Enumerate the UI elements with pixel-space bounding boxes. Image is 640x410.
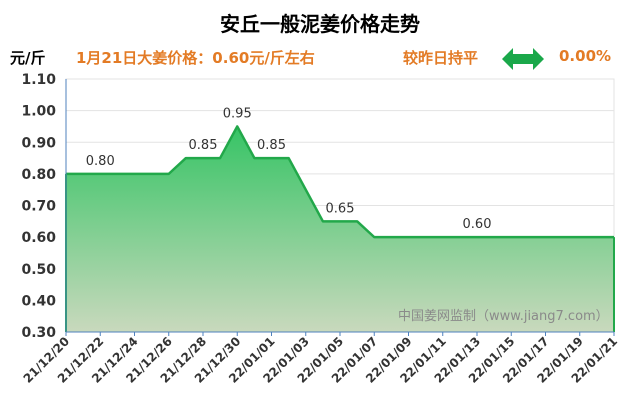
data-label: 0.60 <box>463 217 492 232</box>
y-tick-label: 0.40 <box>21 293 56 309</box>
data-label: 0.80 <box>86 154 115 169</box>
y-tick-label: 0.30 <box>21 325 56 341</box>
y-tick-label: 0.70 <box>21 199 56 215</box>
y-tick-label: 0.60 <box>21 230 56 246</box>
data-label: 0.85 <box>189 138 218 153</box>
y-tick-label: 0.50 <box>21 262 56 278</box>
y-tick-label: 1.10 <box>21 72 56 88</box>
compare-label: 较昨日持平 <box>403 49 479 67</box>
data-label: 0.65 <box>326 201 355 216</box>
data-label: 0.85 <box>257 138 286 153</box>
price-note: 1月21日大姜价格：0.60元/斤左右 <box>76 49 315 67</box>
y-tick-label: 1.00 <box>21 104 56 120</box>
series-line <box>66 125 614 239</box>
chart-title: 安丘一般泥姜价格走势 <box>220 12 420 36</box>
unit-label: 元/斤 <box>10 49 46 67</box>
area-fill <box>66 126 614 332</box>
y-tick-label: 0.80 <box>21 167 56 183</box>
double-arrow-icon <box>502 48 544 70</box>
y-tick-label: 0.90 <box>21 135 56 151</box>
watermark: 中国姜网监制（www.jiang7.com） <box>398 309 609 324</box>
data-label: 0.95 <box>223 106 252 121</box>
change-value: 0.00% <box>559 47 612 65</box>
